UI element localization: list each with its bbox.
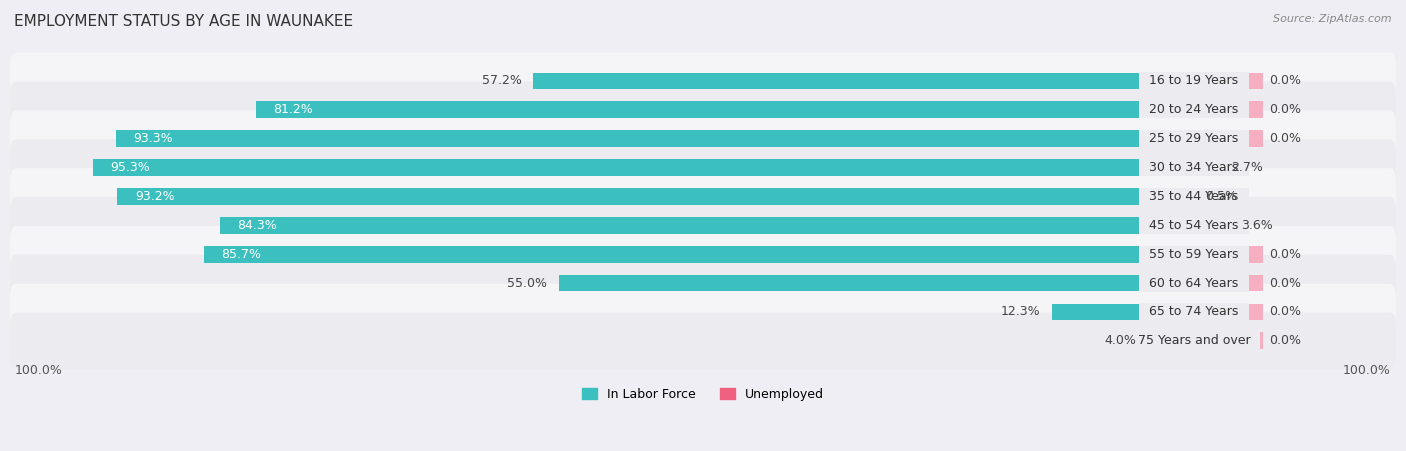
Bar — [1194, 304, 1263, 320]
Text: 30 to 34 Years: 30 to 34 Years — [1142, 161, 1247, 174]
Bar — [117, 130, 1194, 147]
Bar — [1194, 188, 1199, 205]
Bar — [558, 275, 1194, 291]
Bar — [204, 246, 1194, 262]
Text: 81.2%: 81.2% — [273, 103, 314, 116]
Bar — [1194, 101, 1263, 118]
Text: 0.0%: 0.0% — [1268, 74, 1301, 87]
FancyBboxPatch shape — [10, 53, 1396, 109]
FancyBboxPatch shape — [10, 197, 1396, 253]
Bar — [1194, 332, 1263, 349]
Bar — [1052, 304, 1194, 320]
Text: 57.2%: 57.2% — [482, 74, 522, 87]
FancyBboxPatch shape — [10, 82, 1396, 138]
Text: 55 to 59 Years: 55 to 59 Years — [1142, 248, 1247, 261]
Text: 12.3%: 12.3% — [1001, 305, 1040, 318]
Text: 0.0%: 0.0% — [1268, 334, 1301, 347]
Bar — [1194, 159, 1225, 176]
Text: EMPLOYMENT STATUS BY AGE IN WAUNAKEE: EMPLOYMENT STATUS BY AGE IN WAUNAKEE — [14, 14, 353, 28]
Text: 55.0%: 55.0% — [508, 276, 547, 290]
Bar — [1194, 217, 1236, 234]
Text: 25 to 29 Years: 25 to 29 Years — [1142, 132, 1247, 145]
Text: 93.3%: 93.3% — [134, 132, 173, 145]
Text: 0.0%: 0.0% — [1268, 103, 1301, 116]
Legend: In Labor Force, Unemployed: In Labor Force, Unemployed — [582, 388, 824, 401]
FancyBboxPatch shape — [10, 255, 1396, 311]
FancyBboxPatch shape — [10, 226, 1396, 282]
Text: Source: ZipAtlas.com: Source: ZipAtlas.com — [1274, 14, 1392, 23]
Bar — [1147, 332, 1194, 349]
Text: 16 to 19 Years: 16 to 19 Years — [1142, 74, 1246, 87]
FancyBboxPatch shape — [10, 168, 1396, 225]
Text: 0.0%: 0.0% — [1268, 248, 1301, 261]
Text: 2.7%: 2.7% — [1230, 161, 1263, 174]
Text: 95.3%: 95.3% — [111, 161, 150, 174]
Text: 75 Years and over: 75 Years and over — [1129, 334, 1258, 347]
Bar — [1194, 73, 1263, 89]
Text: 65 to 74 Years: 65 to 74 Years — [1142, 305, 1247, 318]
FancyBboxPatch shape — [10, 139, 1396, 196]
Bar — [256, 101, 1194, 118]
Text: 45 to 54 Years: 45 to 54 Years — [1142, 219, 1247, 232]
Bar — [1194, 130, 1263, 147]
Bar — [1194, 275, 1263, 291]
Text: 0.0%: 0.0% — [1268, 305, 1301, 318]
Text: 0.0%: 0.0% — [1268, 132, 1301, 145]
Text: 60 to 64 Years: 60 to 64 Years — [1142, 276, 1247, 290]
Bar — [533, 73, 1194, 89]
FancyBboxPatch shape — [10, 313, 1396, 369]
Text: 0.0%: 0.0% — [1268, 276, 1301, 290]
FancyBboxPatch shape — [10, 110, 1396, 167]
Text: 3.6%: 3.6% — [1241, 219, 1272, 232]
Bar — [221, 217, 1194, 234]
Text: 0.5%: 0.5% — [1205, 190, 1237, 203]
Text: 4.0%: 4.0% — [1104, 334, 1136, 347]
Text: 20 to 24 Years: 20 to 24 Years — [1142, 103, 1247, 116]
Bar — [118, 188, 1194, 205]
Text: 35 to 44 Years: 35 to 44 Years — [1142, 190, 1247, 203]
Text: 84.3%: 84.3% — [238, 219, 277, 232]
Bar — [93, 159, 1194, 176]
Text: 85.7%: 85.7% — [221, 248, 262, 261]
Bar — [1194, 246, 1263, 262]
FancyBboxPatch shape — [10, 284, 1396, 341]
Text: 93.2%: 93.2% — [135, 190, 174, 203]
